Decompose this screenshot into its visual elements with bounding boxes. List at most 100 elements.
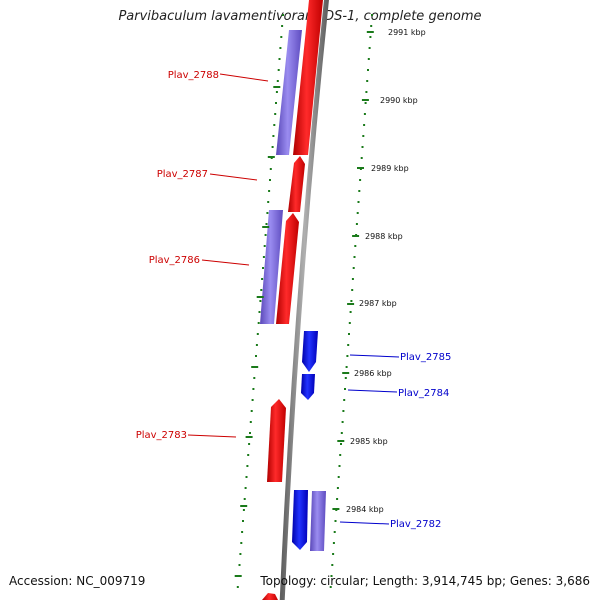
gene-arrow-bottom	[262, 593, 278, 600]
inner-tick-dot	[282, 14, 284, 16]
inner-tick-dot	[280, 36, 283, 38]
gene-label-plav-2783: Plav_2783	[136, 430, 187, 441]
outer-tick-dot	[369, 36, 372, 38]
major-tick	[251, 366, 259, 368]
outer-tick-dot	[331, 564, 334, 566]
inner-tick-dot	[244, 487, 247, 489]
inner-tick-dot	[262, 267, 264, 269]
major-tick	[342, 372, 350, 374]
inner-tick-dot	[265, 223, 268, 225]
outer-tick-dot	[348, 333, 350, 335]
inner-tick-dot	[269, 179, 271, 181]
scale-label: 2985 kbp	[350, 437, 388, 446]
scale-label: 2991 kbp	[388, 28, 426, 37]
inner-tick-dot	[255, 355, 257, 357]
major-tick	[234, 575, 242, 577]
inner-tick-dot	[249, 421, 252, 423]
genome-backbone	[279, 0, 329, 600]
inner-tick-dot	[273, 124, 276, 126]
inner-tick-dot	[274, 113, 277, 115]
inner-tick-dot	[275, 91, 278, 93]
inner-tick-dot	[277, 69, 280, 71]
outer-tick-dot	[332, 542, 335, 544]
leader-line-plav-2782	[339, 521, 390, 525]
outer-tick-dot	[353, 256, 356, 258]
inner-tick-dot	[276, 80, 279, 82]
outer-tick-dot	[363, 113, 366, 115]
leader-line-plav-2784	[347, 389, 398, 393]
inner-tick-dot	[266, 212, 269, 214]
inner-tick-dot	[271, 146, 274, 148]
major-tick	[347, 303, 355, 305]
major-tick	[273, 86, 281, 88]
outer-tick-dot	[356, 212, 359, 214]
inner-tick-dot	[259, 300, 262, 302]
outer-tick-dot	[344, 377, 347, 379]
inner-tick-dot	[240, 542, 243, 544]
major-tick	[361, 99, 369, 101]
major-tick	[337, 440, 345, 442]
outer-tick-dot	[338, 465, 341, 467]
outer-tick-dot	[334, 520, 337, 522]
outer-tick-dot	[340, 432, 343, 434]
map-title: Parvibaculum lavamentivorans DS-1, compl…	[118, 9, 482, 24]
inner-tick-dot	[262, 256, 265, 258]
outer-tick-dot	[332, 553, 335, 555]
major-tick	[262, 226, 270, 228]
outer-tick-dot	[364, 102, 367, 104]
outer-tick-dot	[359, 179, 362, 181]
major-tick	[245, 436, 253, 438]
inner-tick-dot	[253, 377, 256, 379]
scale-label: 2987 kbp	[359, 299, 397, 308]
outer-tick-dot	[337, 476, 340, 478]
outer-tick-dot	[344, 388, 346, 390]
inner-tick-dot	[256, 333, 259, 335]
genome-summary-text: Topology: circular; Length: 3,914,745 bp…	[260, 574, 590, 588]
gene-arrow-plav-2782	[292, 490, 308, 550]
outer-tick-dot	[365, 91, 368, 93]
inner-tick-dot	[251, 399, 254, 401]
gene-arrow-plav-2786	[276, 213, 299, 324]
inner-tick-dot	[242, 520, 244, 522]
outer-tick-dot	[361, 146, 364, 148]
major-tick	[357, 167, 364, 169]
outer-tick-dot	[339, 454, 342, 456]
outer-tick-dot	[330, 575, 333, 577]
inner-tick-dot	[247, 454, 250, 456]
outer-tick-dot	[367, 58, 370, 60]
cds-bar-plav-2782b	[310, 491, 326, 551]
gene-arrow-plav-2784	[301, 374, 315, 400]
inner-tick-dot	[263, 245, 266, 247]
inner-tick-dot	[242, 509, 245, 511]
outer-tick-dot	[347, 344, 350, 346]
inner-tick-dot	[258, 311, 261, 313]
leader-line-plav-2787	[209, 173, 258, 181]
gene-label-plav-2782: Plav_2782	[390, 519, 441, 530]
outer-tick-dot	[352, 267, 355, 269]
outer-tick-dot	[367, 69, 369, 71]
outer-tick-dot	[343, 399, 346, 401]
outer-tick-dot	[336, 487, 339, 489]
gene-label-plav-2784: Plav_2784	[398, 388, 449, 399]
inner-tick-dot	[279, 47, 282, 49]
gene-arrow-plav-2788	[293, 0, 323, 155]
cds-bar-plav-2786	[260, 210, 283, 324]
gene-label-plav-2787: Plav_2787	[157, 169, 208, 180]
inner-tick-dot	[248, 443, 251, 445]
outer-tick-dot	[354, 245, 357, 247]
inner-tick-dot	[264, 234, 267, 236]
gene-arrow-plav-2783	[267, 399, 286, 482]
leader-line-plav-2783	[187, 434, 237, 438]
outer-tick-dot	[350, 300, 353, 302]
outer-tick-dot	[357, 201, 360, 203]
inner-tick-dot	[243, 498, 246, 500]
major-tick	[240, 505, 248, 507]
inner-tick-dot	[238, 564, 241, 566]
inner-tick-dot	[245, 476, 248, 478]
leader-line-plav-2785	[349, 354, 400, 358]
inner-tick-dot	[241, 531, 244, 533]
outer-tick-dot	[346, 355, 349, 357]
outer-tick-dot	[370, 25, 373, 27]
major-tick	[352, 235, 360, 237]
outer-tick-dot	[355, 223, 358, 225]
